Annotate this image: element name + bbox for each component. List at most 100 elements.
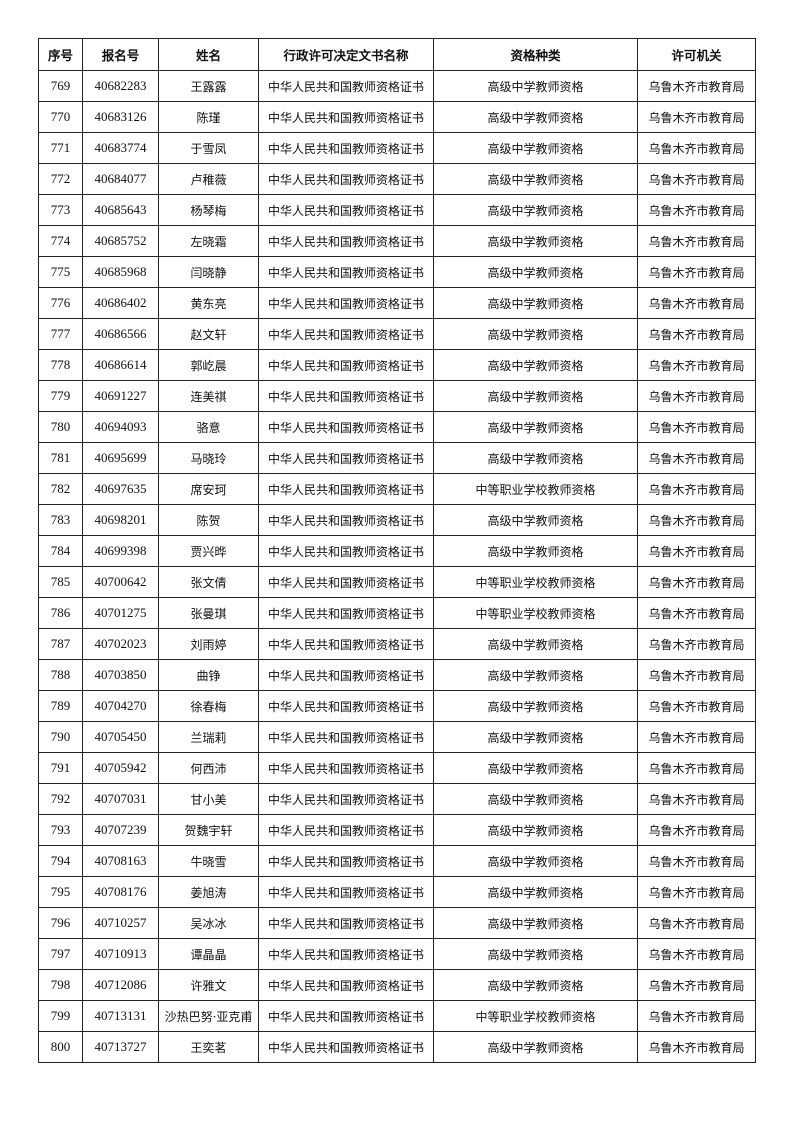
cell-index: 774 [38, 225, 83, 257]
cell-registration-number: 40695699 [82, 442, 159, 474]
cell-qualification-type: 中等职业学校教师资格 [433, 597, 638, 629]
cell-qualification-type: 高级中学教师资格 [433, 845, 638, 877]
table-row: 793 40707239 贺魏宇轩 中华人民共和国教师资格证书 高级中学教师资格 乌鲁木齐… [38, 814, 756, 846]
table-row: 769 40682283 王露露 中华人民共和国教师资格证书 高级中学教师资格 乌鲁木齐市… [38, 70, 756, 102]
cell-name: 骆意 [158, 411, 259, 443]
table-row: 775 40685968 闫晓静 中华人民共和国教师资格证书 高级中学教师资格 乌鲁木齐市… [38, 256, 756, 288]
cell-name: 陈瑾 [158, 101, 259, 133]
cell-index: 775 [38, 256, 83, 288]
cell-licensing-authority: 乌鲁木齐市教育局 [637, 411, 756, 443]
cell-document-name: 中华人民共和国教师资格证书 [258, 814, 434, 846]
cell-licensing-authority: 乌鲁木齐市教育局 [637, 628, 756, 660]
cell-index: 784 [38, 535, 83, 567]
cell-qualification-type: 高级中学教师资格 [433, 814, 638, 846]
cell-name: 曲铮 [158, 659, 259, 691]
cell-registration-number: 40683126 [82, 101, 159, 133]
cell-name: 牛晓雪 [158, 845, 259, 877]
cell-licensing-authority: 乌鲁木齐市教育局 [637, 1031, 756, 1063]
cell-qualification-type: 高级中学教师资格 [433, 969, 638, 1001]
cell-name: 卢稚薇 [158, 163, 259, 195]
cell-document-name: 中华人民共和国教师资格证书 [258, 70, 434, 102]
cell-qualification-type: 高级中学教师资格 [433, 256, 638, 288]
cell-document-name: 中华人民共和国教师资格证书 [258, 659, 434, 691]
table-row: 771 40683774 于雪凤 中华人民共和国教师资格证书 高级中学教师资格 乌鲁木齐市… [38, 132, 756, 164]
cell-document-name: 中华人民共和国教师资格证书 [258, 411, 434, 443]
header-name: 姓名 [158, 38, 259, 71]
table-row: 800 40713727 王奕茗 中华人民共和国教师资格证书 高级中学教师资格 乌鲁木齐市… [38, 1031, 756, 1063]
cell-registration-number: 40712086 [82, 969, 159, 1001]
cell-registration-number: 40682283 [82, 70, 159, 102]
cell-registration-number: 40698201 [82, 504, 159, 536]
cell-licensing-authority: 乌鲁木齐市教育局 [637, 721, 756, 753]
cell-index: 788 [38, 659, 83, 691]
table-row: 799 40713131 沙热巴努·亚克甫 中华人民共和国教师资格证书 中等职业学校教师… [38, 1000, 756, 1032]
cell-name: 甘小美 [158, 783, 259, 815]
table-row: 784 40699398 贾兴晔 中华人民共和国教师资格证书 高级中学教师资格 乌鲁木齐市… [38, 535, 756, 567]
table-row: 787 40702023 刘雨婷 中华人民共和国教师资格证书 高级中学教师资格 乌鲁木齐市… [38, 628, 756, 660]
table-row: 774 40685752 左晓霜 中华人民共和国教师资格证书 高级中学教师资格 乌鲁木齐市… [38, 225, 756, 257]
cell-name: 贾兴晔 [158, 535, 259, 567]
cell-qualification-type: 高级中学教师资格 [433, 163, 638, 195]
cell-document-name: 中华人民共和国教师资格证书 [258, 194, 434, 226]
cell-document-name: 中华人民共和国教师资格证书 [258, 783, 434, 815]
cell-qualification-type: 高级中学教师资格 [433, 194, 638, 226]
cell-licensing-authority: 乌鲁木齐市教育局 [637, 752, 756, 784]
cell-document-name: 中华人民共和国教师资格证书 [258, 349, 434, 381]
cell-document-name: 中华人民共和国教师资格证书 [258, 132, 434, 164]
cell-document-name: 中华人民共和国教师资格证书 [258, 938, 434, 970]
cell-document-name: 中华人民共和国教师资格证书 [258, 876, 434, 908]
table-row: 783 40698201 陈贺 中华人民共和国教师资格证书 高级中学教师资格 乌鲁木齐市教… [38, 504, 756, 536]
cell-qualification-type: 高级中学教师资格 [433, 318, 638, 350]
cell-index: 779 [38, 380, 83, 412]
cell-document-name: 中华人民共和国教师资格证书 [258, 473, 434, 505]
cell-qualification-type: 高级中学教师资格 [433, 752, 638, 784]
cell-licensing-authority: 乌鲁木齐市教育局 [637, 659, 756, 691]
cell-licensing-authority: 乌鲁木齐市教育局 [637, 690, 756, 722]
header-index: 序号 [38, 38, 83, 71]
cell-document-name: 中华人民共和国教师资格证书 [258, 628, 434, 660]
table-row: 792 40707031 甘小美 中华人民共和国教师资格证书 高级中学教师资格 乌鲁木齐市… [38, 783, 756, 815]
cell-licensing-authority: 乌鲁木齐市教育局 [637, 225, 756, 257]
cell-index: 781 [38, 442, 83, 474]
cell-document-name: 中华人民共和国教师资格证书 [258, 287, 434, 319]
cell-registration-number: 40686566 [82, 318, 159, 350]
cell-licensing-authority: 乌鲁木齐市教育局 [637, 1000, 756, 1032]
cell-document-name: 中华人民共和国教师资格证书 [258, 380, 434, 412]
cell-index: 786 [38, 597, 83, 629]
cell-registration-number: 40691227 [82, 380, 159, 412]
table-row: 790 40705450 兰瑞莉 中华人民共和国教师资格证书 高级中学教师资格 乌鲁木齐市… [38, 721, 756, 753]
cell-document-name: 中华人民共和国教师资格证书 [258, 845, 434, 877]
table-row: 770 40683126 陈瑾 中华人民共和国教师资格证书 高级中学教师资格 乌鲁木齐市教… [38, 101, 756, 133]
cell-index: 782 [38, 473, 83, 505]
cell-licensing-authority: 乌鲁木齐市教育局 [637, 70, 756, 102]
cell-name: 王露露 [158, 70, 259, 102]
cell-document-name: 中华人民共和国教师资格证书 [258, 1031, 434, 1063]
cell-index: 792 [38, 783, 83, 815]
cell-index: 776 [38, 287, 83, 319]
cell-registration-number: 40699398 [82, 535, 159, 567]
cell-qualification-type: 高级中学教师资格 [433, 504, 638, 536]
cell-qualification-type: 高级中学教师资格 [433, 876, 638, 908]
cell-index: 798 [38, 969, 83, 1001]
cell-name: 兰瑞莉 [158, 721, 259, 753]
cell-licensing-authority: 乌鲁木齐市教育局 [637, 163, 756, 195]
cell-index: 778 [38, 349, 83, 381]
cell-registration-number: 40700642 [82, 566, 159, 598]
cell-name: 杨琴梅 [158, 194, 259, 226]
cell-name: 于雪凤 [158, 132, 259, 164]
table-row: 785 40700642 张文倩 中华人民共和国教师资格证书 中等职业学校教师资格 乌鲁木… [38, 566, 756, 598]
cell-index: 777 [38, 318, 83, 350]
cell-document-name: 中华人民共和国教师资格证书 [258, 225, 434, 257]
cell-name: 姜旭涛 [158, 876, 259, 908]
cell-registration-number: 40707239 [82, 814, 159, 846]
table-row: 781 40695699 马晓玲 中华人民共和国教师资格证书 高级中学教师资格 乌鲁木齐市… [38, 442, 756, 474]
cell-licensing-authority: 乌鲁木齐市教育局 [637, 566, 756, 598]
table-row: 772 40684077 卢稚薇 中华人民共和国教师资格证书 高级中学教师资格 乌鲁木齐市… [38, 163, 756, 195]
cell-registration-number: 40701275 [82, 597, 159, 629]
cell-document-name: 中华人民共和国教师资格证书 [258, 318, 434, 350]
cell-qualification-type: 中等职业学校教师资格 [433, 473, 638, 505]
cell-name: 徐春梅 [158, 690, 259, 722]
cell-licensing-authority: 乌鲁木齐市教育局 [637, 907, 756, 939]
cell-index: 796 [38, 907, 83, 939]
cell-qualification-type: 高级中学教师资格 [433, 1031, 638, 1063]
